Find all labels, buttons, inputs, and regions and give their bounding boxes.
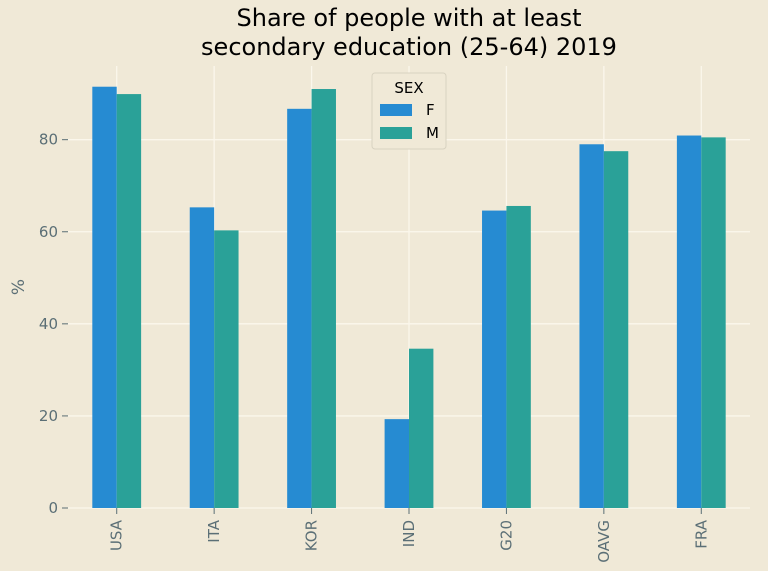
bar-F-USA [92,86,117,508]
bar-F-G20 [482,210,507,508]
y-tick-label: 80 [39,131,58,149]
bar-M-G20 [506,205,531,508]
chart-title: Share of people with at least secondary … [201,4,617,61]
chart-title-line-1: Share of people with at least [237,4,582,32]
bar-M-KOR [311,89,336,508]
legend-label-F: F [426,101,435,119]
x-axis-ticks: USA ITA KOR IND G20 OAVG FRA [108,508,710,563]
bar-M-ITA [214,230,239,508]
y-axis-ticks: 0 20 40 60 80 [39,131,68,517]
bar-M-USA [116,94,142,508]
y-tick-label: 0 [48,499,58,517]
y-tick-label: 20 [39,407,58,425]
bar-M-OAVG [603,151,629,509]
y-tick-label: 40 [39,315,58,333]
x-tick-label: OAVG [595,520,613,563]
bar-F-ITA [189,207,215,509]
x-tick-label: ITA [205,519,223,542]
bar-F-KOR [287,108,312,508]
bar-F-FRA [676,135,702,508]
bar-M-FRA [701,137,726,509]
bar-F-OAVG [579,144,604,509]
x-tick-label: G20 [497,520,515,551]
bar-F-IND [384,419,409,508]
y-axis-label: % [9,279,29,295]
x-tick-label: USA [108,519,126,551]
bars [92,86,726,509]
chart-title-line-2: secondary education (25-64) 2019 [201,33,617,61]
x-tick-label: KOR [303,520,321,551]
bar-M-IND [409,348,434,508]
x-tick-label: IND [400,520,418,547]
x-tick-label: FRA [692,519,710,548]
legend-title: SEX [394,79,423,97]
legend-swatch-M [380,127,412,139]
y-tick-label: 60 [39,223,58,241]
legend-label-M: M [426,124,439,142]
legend-swatch-F [380,104,412,116]
